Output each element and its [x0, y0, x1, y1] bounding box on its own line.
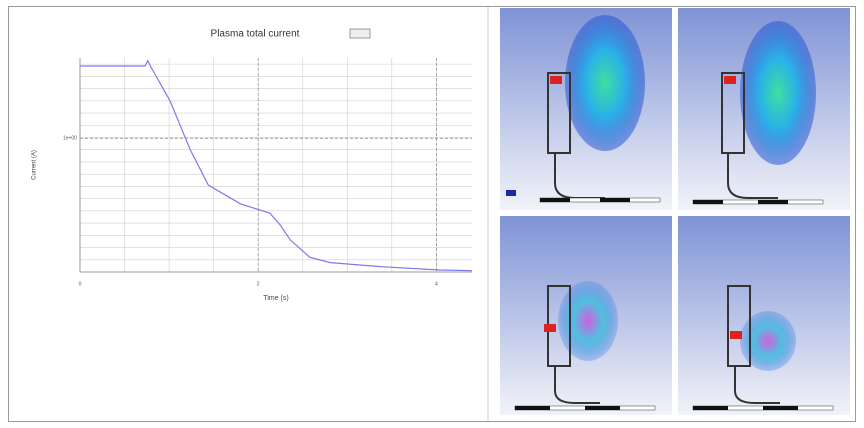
series-line [80, 61, 472, 271]
x-tick-label: 0 [79, 281, 82, 287]
chart-title: Plasma total current [211, 29, 300, 40]
simulation-image [678, 8, 850, 210]
y-tick-label: 1e+00 [63, 136, 77, 142]
chart: Plasma total current Time (s) Current (A… [0, 0, 864, 428]
simulation-image [678, 216, 850, 415]
x-tick-label: 2 [257, 281, 260, 287]
y-axis-label: Current (A) [32, 150, 38, 180]
legend-box [350, 29, 370, 38]
simulation-image [500, 8, 672, 210]
x-tick-label: 4 [435, 281, 438, 287]
simulation-image [500, 216, 672, 415]
x-axis-label: Time (s) [263, 295, 288, 302]
